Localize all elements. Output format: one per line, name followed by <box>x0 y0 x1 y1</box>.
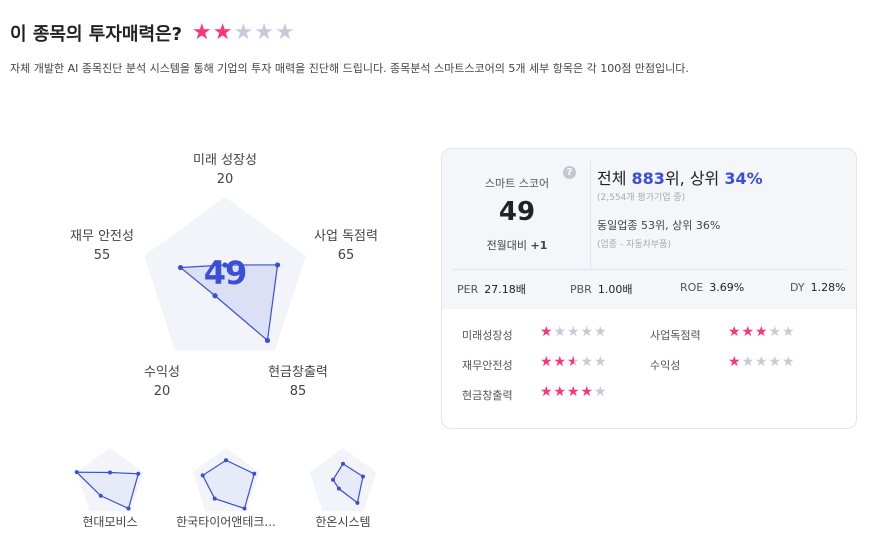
radar-data-point <box>222 262 228 268</box>
smart-score-card: 스마트 스코어 49 전월대비 +1 ? 전체 883위, 상위 34% (2,… <box>441 148 857 429</box>
smart-score-value: 49 <box>498 197 536 227</box>
ratio-pbr: PBR 1.00배 <box>570 283 633 296</box>
radar-data-point <box>212 293 218 299</box>
rating-label: 사업독점력 <box>650 329 701 342</box>
radar-background <box>144 197 306 351</box>
description: 자체 개발한 AI 종목진단 분석 시스템을 통해 기업의 투자 매력을 진단해… <box>10 62 689 75</box>
star-icon: ★ <box>540 384 553 400</box>
radar-data-point <box>224 458 228 463</box>
radar-chart <box>74 197 377 512</box>
star-icon: ★ <box>594 384 607 400</box>
radar-data-point <box>212 496 217 501</box>
page-title: 이 종목의 투자매력은? ★ ★ ★ ★ ★ <box>10 20 295 46</box>
radar-data-point <box>264 337 271 344</box>
peer-name[interactable]: 한온시스템 <box>315 515 371 529</box>
radar-data-point <box>200 473 205 478</box>
radar-data-point <box>355 500 360 505</box>
radar-data-point <box>341 461 345 466</box>
radar-data-point <box>331 477 336 482</box>
rating-stars: ★ ★ ★ ★ ★ <box>728 355 796 369</box>
radar-data-polygon <box>75 471 140 510</box>
star-icon: ★ <box>540 354 553 370</box>
rating-stars: ★ ★ ★ ★ ★ <box>540 385 608 399</box>
star-icon: ★ <box>741 354 755 370</box>
radar-data-polygon <box>332 462 364 504</box>
star-icon: ★ <box>540 324 553 340</box>
star-icon: ★ <box>212 20 233 45</box>
radar-data-point <box>108 470 112 475</box>
star-icon: ★ <box>580 354 594 370</box>
divider <box>452 269 846 270</box>
radar-data-point <box>126 506 131 511</box>
radar-score: 49 <box>203 254 248 292</box>
star-icon: ★ <box>755 354 768 370</box>
star-icon: ★ <box>192 20 212 45</box>
rating-label: 현금창출력 <box>462 389 513 402</box>
rating-stars: ★ ★ ★ ★ ★ <box>540 355 608 369</box>
radar-data-point <box>177 264 184 271</box>
question-circle-icon[interactable]: ? <box>563 166 576 179</box>
star-icon: ★ <box>580 384 594 400</box>
star-icon: ★ <box>768 324 782 340</box>
ratio-dy: DY 1.28% <box>790 281 846 294</box>
axis-label-stability: 재무 안전성 55 <box>70 229 134 263</box>
industry-note: (업종 - 자동차부품) <box>597 240 671 250</box>
star-icon: ★ <box>782 324 795 340</box>
star-icon: ★ <box>567 384 580 400</box>
divider <box>590 161 591 269</box>
ratio-per: PER 27.18배 <box>457 283 526 296</box>
radar-background <box>76 448 144 512</box>
radar-data-point <box>98 493 103 498</box>
star-icon: ★ <box>567 324 580 340</box>
peer-name[interactable]: 한국타이어앤테크... <box>176 515 276 529</box>
smart-score-label: 스마트 스코어 <box>484 177 550 190</box>
ratio-roe: ROE 3.69% <box>680 281 745 294</box>
radar-data-polygon <box>201 459 256 510</box>
radar-data-point <box>252 471 257 476</box>
peer-name[interactable]: 현대모비스 <box>82 515 138 529</box>
radar-data-point <box>242 506 247 511</box>
axis-label-profitability: 수익성 20 <box>144 365 180 399</box>
rating-stars: ★ ★ ★ ★ ★ <box>192 22 295 44</box>
star-icon: ★ <box>594 324 607 340</box>
radar-data-point <box>274 262 281 268</box>
star-icon: ★ <box>233 20 254 45</box>
rating-label: 재무안전성 <box>462 359 513 372</box>
star-icon: ★ <box>782 354 795 370</box>
radar-background <box>192 448 260 512</box>
radar-data-polygon <box>178 264 279 342</box>
star-icon: ★ <box>553 384 567 400</box>
rating-stars: ★ ★ ★ ★ ★ <box>728 325 796 339</box>
star-icon: ★ <box>580 324 594 340</box>
rating-label: 수익성 <box>650 359 681 372</box>
axis-label-cashflow: 현금창출력 85 <box>268 365 328 399</box>
star-icon: ★ <box>728 324 741 340</box>
star-icon: ★ <box>728 354 741 370</box>
star-icon: ★ <box>567 354 580 370</box>
star-icon: ★ <box>274 20 295 45</box>
star-icon: ★ <box>755 324 768 340</box>
radar-data-point <box>360 474 365 479</box>
rank-note: (2,554개 평가기업 중) <box>597 193 686 203</box>
star-icon: ★ <box>741 324 755 340</box>
rating-stars: ★ ★ ★ ★ ★ <box>540 325 608 339</box>
rating-label: 미래성장성 <box>462 329 513 342</box>
axis-label-growth: 미래 성장성 20 <box>193 153 257 187</box>
industry-rank: 동일업종 53위, 상위 36% <box>597 219 721 232</box>
star-icon: ★ <box>594 354 607 370</box>
month-change: 전월대비 +1 <box>486 239 548 252</box>
radar-data-point <box>336 486 341 491</box>
radar-data-point <box>136 471 141 476</box>
star-icon: ★ <box>254 20 274 45</box>
star-icon: ★ <box>768 354 782 370</box>
star-icon: ★ <box>553 354 567 370</box>
radar-data-point <box>74 470 79 475</box>
axis-label-monopoly: 사업 독점력 65 <box>314 229 378 263</box>
overall-rank: 전체 883위, 상위 34% <box>597 169 763 188</box>
star-icon: ★ <box>553 324 567 340</box>
title-text: 이 종목의 투자매력은? <box>10 24 183 45</box>
radar-background <box>309 448 377 512</box>
